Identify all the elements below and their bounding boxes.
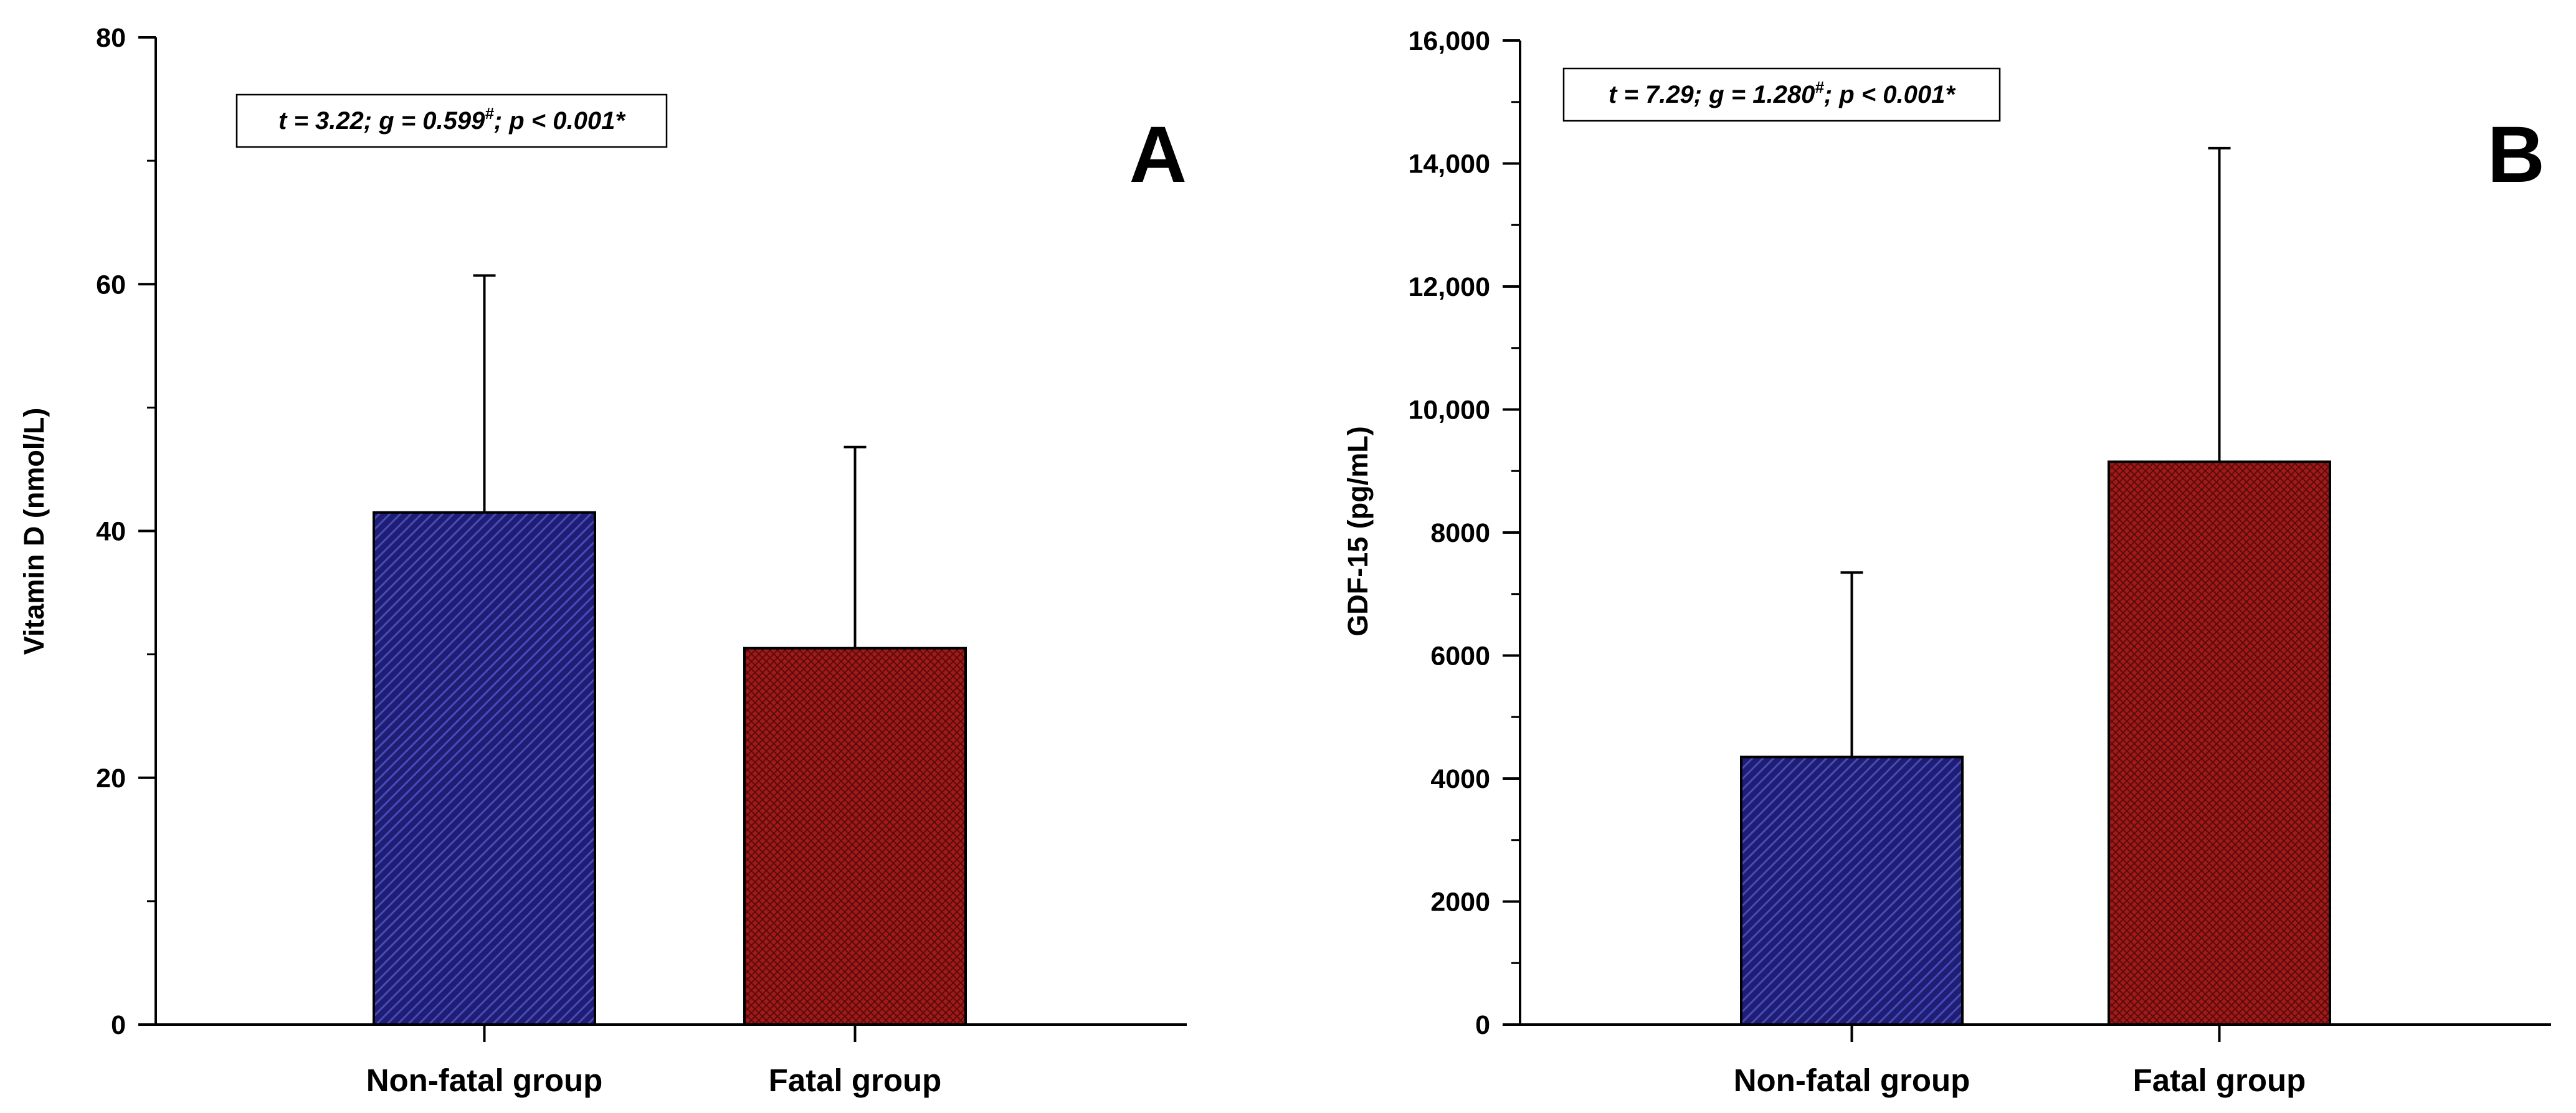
panel-b-y-tick-label: 2000 <box>1430 888 1490 917</box>
panel-a-stats-box <box>235 93 668 148</box>
panel-a-y-tick-label: 60 <box>96 270 126 300</box>
panel-a-letter: A <box>1129 110 1187 199</box>
panel-b-y-axis-title: GDF-15 (pg/mL) <box>1342 426 1374 636</box>
panel-a-category-label-fatal-group: Fatal group <box>769 1063 942 1098</box>
panel-b-bar-non-fatal-group <box>1740 755 1964 1026</box>
panel-b-y-tick-label: 0 <box>1475 1010 1490 1040</box>
panel-a-category-label-non-fatal-group: Non-fatal group <box>366 1063 603 1098</box>
panel-b-y-tick-label: 16,000 <box>1408 26 1490 56</box>
panel-b-category-label-non-fatal-group: Non-fatal group <box>1734 1063 1970 1098</box>
panel-a-chart: 0 20 40 60 80 Vitamin D (nmol/L) Non-fatal gro… <box>18 23 1187 1098</box>
panel-a-stats-text: t = 3.22; g = 0.599#; p < 0.001* <box>278 104 626 135</box>
panel-b-y-tick-label: 12,000 <box>1408 272 1490 302</box>
panel-b-stats-main: t = 7.29; g = 1.280 <box>1609 81 1815 108</box>
panel-b-stats-text: t = 7.29; g = 1.280#; p < 0.001* <box>1609 78 1956 108</box>
panel-a-y-tick-label: 0 <box>111 1010 126 1040</box>
panel-a-stats-p-value: ; p < 0.001* <box>494 107 627 135</box>
panel-b-y-tick-label: 10,000 <box>1408 395 1490 425</box>
panel-b-y-tick-label: 4000 <box>1430 764 1490 794</box>
panel-b-y-tick-label: 14,000 <box>1408 149 1490 179</box>
panel-b-stats-box <box>1562 67 2001 122</box>
panel-a-y-axis-title: Vitamin D (nmol/L) <box>18 408 50 655</box>
panel-b-bar-fatal-group <box>2108 460 2331 1026</box>
panel-a-bar-non-fatal-group <box>373 511 596 1026</box>
panel-a-bar-fatal-group <box>743 646 967 1026</box>
panel-a-stats-superscript: # <box>485 104 494 123</box>
panel-b-letter: B <box>2488 110 2545 199</box>
panel-a-y-tick-label: 20 <box>96 764 126 793</box>
panel-b-stats-superscript: # <box>1815 78 1824 97</box>
panel-a-stats-main: t = 3.22; g = 0.599 <box>278 107 485 135</box>
panel-b-y-tick-label: 6000 <box>1430 642 1490 671</box>
panel-b-y-tick-label: 8000 <box>1430 518 1490 548</box>
panel-a-y-tick-label: 40 <box>96 517 126 547</box>
panel-a-y-tick-label: 80 <box>96 23 126 53</box>
panel-b-stats-p-value: ; p < 0.001* <box>1824 81 1957 108</box>
panel-b-chart: 0 2000 4000 6000 8000 10,000 12,000 14,000 16,00… <box>1342 26 2551 1098</box>
panel-b-category-label-fatal-group: Fatal group <box>2133 1063 2306 1098</box>
